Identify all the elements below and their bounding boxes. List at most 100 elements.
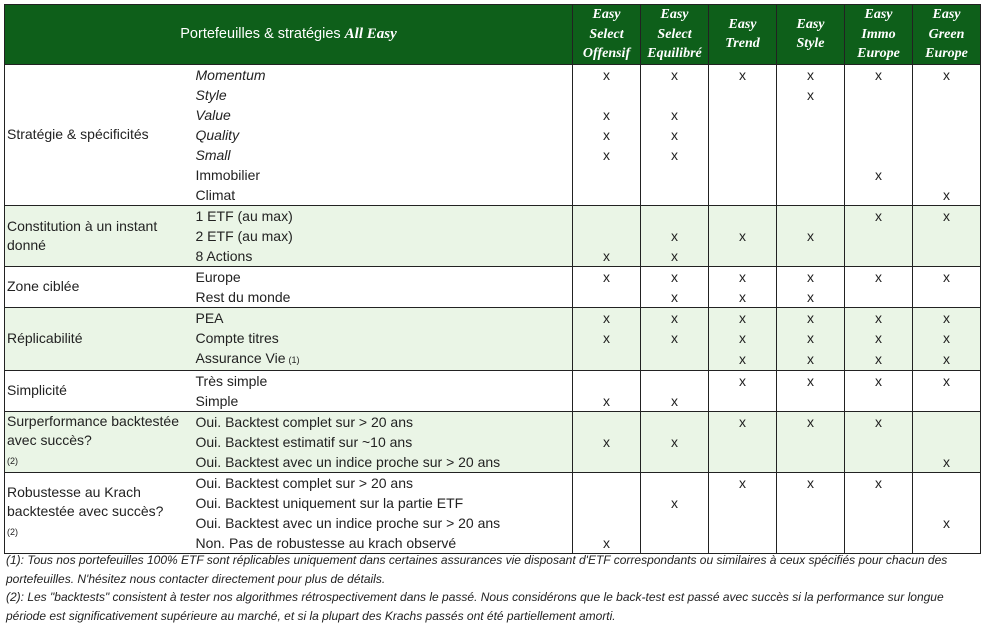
check-mark-cell — [640, 512, 709, 533]
check-mark-cell — [776, 492, 845, 513]
check-mark-cell — [844, 512, 913, 533]
check-mark-cell: x — [640, 390, 709, 412]
row-label: Simple — [189, 390, 573, 412]
check-mark-cell: x — [640, 431, 709, 452]
column-header-easy-style: Easy Style — [776, 4, 846, 65]
check-mark-cell — [844, 532, 913, 554]
check-mark-cell — [708, 532, 777, 554]
check-mark-cell — [844, 390, 913, 412]
check-mark-cell: x — [912, 184, 982, 206]
footnote-1: (1): Tous nos portefeuilles 100% ETF son… — [6, 553, 948, 586]
check-mark-cell — [572, 164, 641, 185]
check-mark-cell — [572, 472, 641, 493]
check-mark-cell — [912, 84, 982, 105]
table-row: 2 ETF (au max) x x x — [5, 225, 982, 246]
check-mark-cell: x — [776, 307, 845, 328]
check-mark-cell — [572, 411, 641, 432]
check-mark-cell: x — [572, 245, 641, 267]
check-mark-cell — [912, 532, 982, 554]
check-mark-cell — [844, 104, 913, 125]
check-mark-cell: x — [708, 347, 777, 371]
check-mark-cell — [844, 225, 913, 246]
check-mark-cell — [844, 431, 913, 452]
check-mark-cell — [776, 205, 845, 226]
check-mark-cell — [640, 532, 709, 554]
check-mark-cell — [844, 286, 913, 308]
check-mark-cell: x — [844, 370, 913, 391]
table-row: Style x — [5, 84, 982, 105]
check-mark-cell: x — [640, 307, 709, 328]
check-mark-cell — [844, 245, 913, 267]
check-mark-cell — [708, 205, 777, 226]
check-mark-cell — [844, 144, 913, 165]
check-mark-cell — [640, 84, 709, 105]
check-mark-cell — [776, 245, 845, 267]
check-mark-cell: x — [844, 266, 913, 287]
column-header-easy-select-equilibre: Easy Select Equilibré — [640, 4, 710, 65]
footnote-ref: (2) — [7, 456, 18, 466]
check-mark-cell: x — [640, 266, 709, 287]
check-mark-cell: x — [776, 64, 845, 85]
check-mark-cell — [912, 431, 982, 452]
check-mark-cell: x — [572, 64, 641, 85]
check-mark-cell: x — [572, 390, 641, 412]
check-mark-cell — [708, 492, 777, 513]
check-mark-cell: x — [844, 164, 913, 185]
check-mark-cell — [844, 451, 913, 473]
check-mark-cell: x — [640, 144, 709, 165]
row-label: Quality — [195, 126, 240, 143]
check-mark-cell: x — [572, 124, 641, 145]
column-header-easy-immo-europe: Easy Immo Europe — [844, 4, 914, 65]
check-mark-cell — [708, 184, 777, 206]
check-mark-cell — [640, 411, 709, 432]
check-mark-cell — [640, 347, 709, 371]
section-label: Constitution à un instant donné — [4, 205, 190, 267]
table-row: Oui. Backtest uniquement sur la partie E… — [5, 492, 982, 513]
row-label: 2 ETF (au max) — [189, 225, 573, 246]
check-mark-cell — [572, 184, 641, 206]
check-mark-cell — [572, 84, 641, 105]
check-mark-cell: x — [776, 327, 845, 348]
table-row: Surperformance backtestée avec succès? (2… — [4, 411, 982, 473]
table-row: Constitution à un instant donné 1 ETF (au… — [4, 205, 982, 267]
section-label: Surperformance backtestée avec succès? (2… — [4, 411, 190, 473]
row-label: 1 ETF (au max) — [189, 205, 573, 226]
table-body: Stratégie & spécificités Momentum x x x x x x St… — [4, 64, 982, 554]
section-label: Robustesse au Krach backtestée avec succ… — [4, 472, 190, 554]
row-label: Assurance Vie (1) — [189, 347, 573, 371]
check-mark-cell — [640, 164, 709, 185]
check-mark-cell — [640, 205, 709, 226]
check-mark-cell — [708, 104, 777, 125]
table-title: Portefeuilles & stratégies All Easy — [3, 4, 574, 65]
check-mark-cell: x — [708, 472, 777, 493]
check-mark-cell — [912, 225, 982, 246]
check-mark-cell: x — [640, 104, 709, 125]
check-mark-cell: x — [844, 347, 913, 371]
check-mark-cell: x — [776, 84, 845, 105]
check-mark-cell — [912, 472, 982, 493]
check-mark-cell: x — [572, 307, 641, 328]
check-mark-cell — [708, 144, 777, 165]
row-label: Oui. Backtest avec un indice proche sur … — [195, 514, 501, 531]
row-label: Value — [195, 106, 231, 123]
footnotes: (1): Tous nos portefeuilles 100% ETF son… — [6, 551, 976, 625]
section-label: Simplicité — [4, 370, 190, 412]
row-label: Oui. Backtest avec un indice proche sur … — [189, 451, 573, 473]
check-mark-cell: x — [844, 411, 913, 432]
check-mark-cell: x — [912, 512, 982, 533]
check-mark-cell: x — [640, 225, 709, 246]
check-mark-cell — [708, 431, 777, 452]
column-header-easy-trend: Easy Trend — [708, 4, 778, 65]
strategy-comparison-table: Portefeuilles & stratégies All Easy Easy… — [3, 4, 982, 554]
table-row: Simple x x — [5, 390, 982, 412]
check-mark-cell: x — [776, 411, 845, 432]
check-mark-cell: x — [844, 327, 913, 348]
row-label: Immobilier — [195, 166, 261, 183]
check-mark-cell: x — [912, 205, 982, 226]
check-mark-cell — [844, 184, 913, 206]
table-row: Compte titres x x x x x x — [5, 327, 982, 348]
check-mark-cell — [640, 370, 709, 391]
check-mark-cell — [844, 84, 913, 105]
check-mark-cell — [844, 492, 913, 513]
check-mark-cell: x — [912, 307, 982, 328]
